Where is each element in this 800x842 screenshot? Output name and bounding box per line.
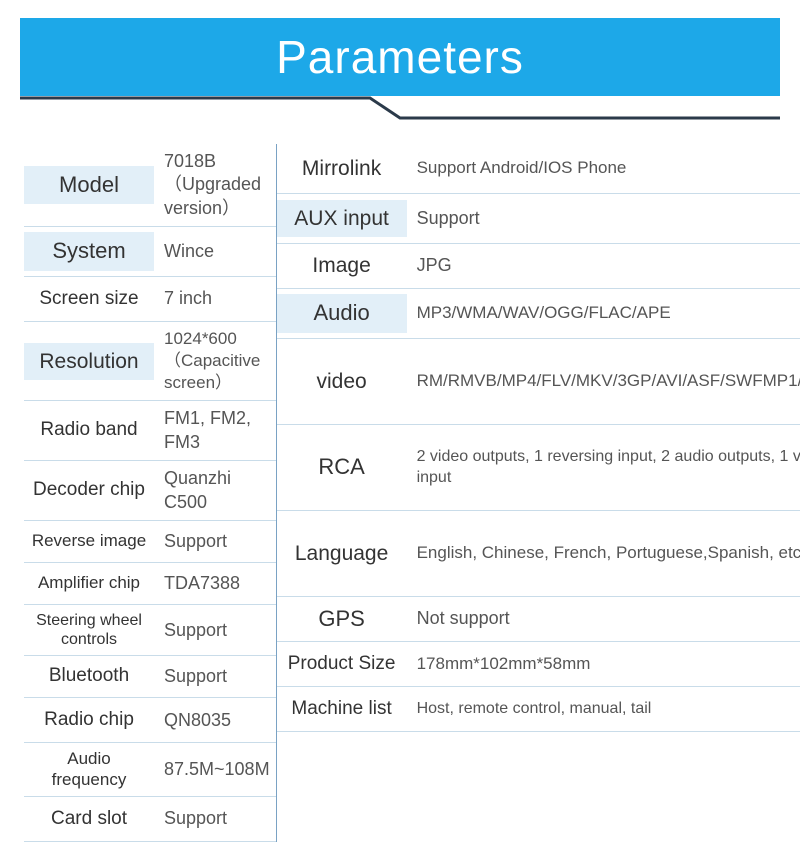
spec-value: RM/RMVB/MP4/FLV/MKV/3GP/AVI/ASF/SWFMP1/M…	[407, 364, 800, 398]
spec-value: 178mm*102mm*58mm	[407, 647, 800, 681]
spec-row: RCA2 video outputs, 1 reversing input, 2…	[277, 425, 800, 511]
spec-row: ImageJPG	[277, 244, 800, 289]
spec-label: Radio band	[24, 413, 154, 448]
spec-label: Audio	[277, 294, 407, 332]
spec-label: GPS	[277, 600, 407, 638]
spec-value: TDA7388	[154, 566, 276, 601]
spec-row: Product Size178mm*102mm*58mm	[277, 642, 800, 687]
spec-label: Radio chip	[24, 703, 154, 738]
spec-value: Support Android/IOS Phone	[407, 151, 800, 185]
spec-row: Model7018B（Upgraded version）	[24, 144, 276, 227]
spec-value: QN8035	[154, 703, 276, 738]
spec-label: Amplifier chip	[24, 567, 154, 599]
spec-value: Support	[154, 524, 276, 559]
spec-label: Decoder chip	[24, 473, 154, 508]
spec-label: Steering wheel controls	[24, 605, 154, 655]
spec-column-left: Model7018B（Upgraded version）SystemWinceS…	[24, 144, 277, 842]
spec-value: 1024*600（Capacitive screen）	[154, 322, 276, 400]
spec-row: Machine listHost, remote control, manual…	[277, 687, 800, 732]
spec-label: Reverse image	[24, 525, 154, 557]
spec-row: Resolution1024*600（Capacitive screen）	[24, 322, 276, 401]
spec-table: Model7018B（Upgraded version）SystemWinceS…	[0, 126, 800, 842]
spec-row: Steering wheel controlsSupport	[24, 605, 276, 656]
spec-row: Card slotSupport	[24, 797, 276, 842]
spec-row: Screen size7 inch	[24, 277, 276, 322]
spec-row: Radio bandFM1, FM2, FM3	[24, 401, 276, 461]
spec-value: 2 video outputs, 1 reversing input, 2 au…	[407, 441, 800, 495]
spec-value: English, Chinese, French, Portuguese,Spa…	[407, 536, 800, 570]
spec-label: AUX input	[277, 200, 407, 237]
spec-label: System	[24, 232, 154, 270]
spec-column-right: MirrolinkSupport Android/IOS PhoneAUX in…	[277, 144, 800, 842]
spec-value: Support	[407, 201, 800, 236]
spec-row: LanguageEnglish, Chinese, French, Portug…	[277, 511, 800, 597]
spec-value: Support	[154, 801, 276, 836]
spec-value: JPG	[407, 248, 800, 283]
spec-row: SystemWince	[24, 227, 276, 277]
spec-value: FM1, FM2, FM3	[154, 401, 276, 460]
spec-row: GPSNot support	[277, 597, 800, 642]
spec-label: Model	[24, 166, 154, 204]
underline-svg	[20, 96, 780, 126]
spec-label: video	[277, 339, 407, 424]
spec-value: 7 inch	[154, 281, 276, 316]
spec-label: Audio frequency	[24, 743, 154, 796]
spec-row: Decoder chipQuanzhi C500	[24, 461, 276, 521]
spec-value: Not support	[407, 601, 800, 636]
spec-value: Support	[154, 659, 276, 694]
spec-label: Mirrolink	[277, 150, 407, 187]
spec-row: Radio chipQN8035	[24, 698, 276, 743]
spec-label: Screen size	[24, 282, 154, 317]
spec-label: Product Size	[277, 647, 407, 682]
page-title: Parameters	[276, 30, 524, 84]
spec-label: Bluetooth	[24, 659, 154, 694]
spec-value: 87.5M~108M	[154, 752, 276, 787]
spec-value: MP3/WMA/WAV/OGG/FLAC/APE	[407, 296, 800, 330]
spec-row: Audio frequency87.5M~108M	[24, 743, 276, 797]
spec-value: Host, remote control, manual, tail	[407, 693, 800, 726]
spec-row: BluetoothSupport	[24, 656, 276, 698]
spec-label: Card slot	[24, 802, 154, 837]
spec-label: Resolution	[24, 343, 154, 380]
header-banner: Parameters	[20, 18, 780, 96]
spec-label: Language	[277, 511, 407, 596]
spec-label: Image	[277, 247, 407, 284]
spec-value: Wince	[154, 234, 276, 269]
header-banner-wrap: Parameters	[0, 0, 800, 126]
spec-label: Machine list	[277, 692, 407, 727]
spec-value: Quanzhi C500	[154, 461, 276, 520]
spec-row: AUX inputSupport	[277, 194, 800, 244]
banner-underline	[20, 96, 780, 126]
spec-row: Reverse imageSupport	[24, 521, 276, 563]
spec-row: MirrolinkSupport Android/IOS Phone	[277, 144, 800, 194]
spec-value: Support	[154, 613, 276, 648]
spec-row: Amplifier chipTDA7388	[24, 563, 276, 605]
spec-row: AudioMP3/WMA/WAV/OGG/FLAC/APE	[277, 289, 800, 339]
spec-row: videoRM/RMVB/MP4/FLV/MKV/3GP/AVI/ASF/SWF…	[277, 339, 800, 425]
spec-value: 7018B（Upgraded version）	[154, 144, 276, 226]
spec-label: RCA	[277, 425, 407, 510]
